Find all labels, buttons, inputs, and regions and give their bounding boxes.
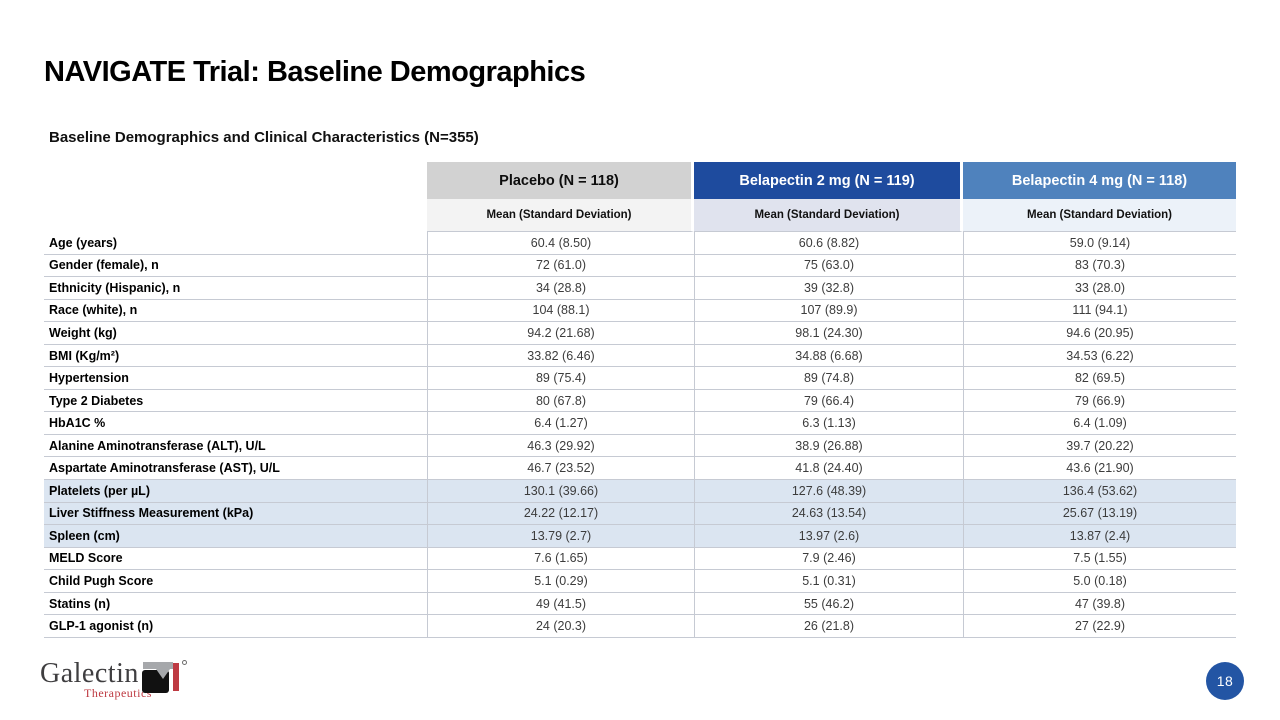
cell-value: 24 (20.3) (427, 615, 694, 638)
cell-value: 55 (46.2) (694, 592, 963, 616)
cell-value: 6.3 (1.13) (694, 412, 963, 435)
cell-value: 72 (61.0) (427, 254, 694, 278)
cell-value: 27 (22.9) (963, 615, 1236, 638)
row-label: Gender (female), n (44, 255, 427, 278)
row-label: Statins (n) (44, 593, 427, 616)
cell-value: 59.0 (9.14) (963, 232, 1236, 255)
page-title: NAVIGATE Trial: Baseline Demographics (44, 56, 586, 88)
row-label: Hypertension (44, 367, 427, 390)
cell-value: 7.5 (1.55) (963, 547, 1236, 571)
cell-value: 5.0 (0.18) (963, 570, 1236, 593)
cell-value: 5.1 (0.31) (694, 570, 963, 593)
cell-value: 13.97 (2.6) (694, 525, 963, 548)
cell-value: 13.87 (2.4) (963, 525, 1236, 548)
cell-value: 41.8 (24.40) (694, 457, 963, 481)
logo-subtext: Therapeutics (84, 686, 152, 700)
cell-value: 79 (66.9) (963, 389, 1236, 413)
cell-value: 43.6 (21.90) (963, 457, 1236, 481)
cell-value: 25.67 (13.19) (963, 502, 1236, 526)
cell-value: 34.53 (6.22) (963, 344, 1236, 368)
cell-value: 89 (75.4) (427, 367, 694, 390)
cell-value: 47 (39.8) (963, 592, 1236, 616)
logo-wordmark: Galectin (40, 658, 139, 689)
row-label: Spleen (cm) (44, 525, 427, 548)
header-spacer (44, 162, 427, 199)
column-header-placebo: Placebo (N = 118) (427, 162, 694, 199)
row-label: Ethnicity (Hispanic), n (44, 277, 427, 300)
cell-value: 89 (74.8) (694, 367, 963, 390)
cell-value: 6.4 (1.09) (963, 412, 1236, 435)
cell-value: 49 (41.5) (427, 592, 694, 616)
cell-value: 46.7 (23.52) (427, 457, 694, 481)
page-number: 18 (1216, 673, 1234, 689)
column-header-belapectin-4mg: Belapectin 4 mg (N = 118) (963, 162, 1236, 199)
cell-value: 94.2 (21.68) (427, 322, 694, 345)
cell-value: 80 (67.8) (427, 389, 694, 413)
row-label: MELD Score (44, 548, 427, 571)
cell-value: 13.79 (2.7) (427, 525, 694, 548)
gt-arrowhead (156, 669, 170, 679)
cell-value: 6.4 (1.27) (427, 412, 694, 435)
cell-value: 136.4 (53.62) (963, 480, 1236, 503)
table-caption: Baseline Demographics and Clinical Chara… (49, 129, 479, 146)
page-number-badge: 18 (1206, 662, 1244, 700)
cell-value: 75 (63.0) (694, 254, 963, 278)
cell-value: 60.4 (8.50) (427, 232, 694, 255)
cell-value: 98.1 (24.30) (694, 322, 963, 345)
cell-value: 111 (94.1) (963, 299, 1236, 323)
cell-value: 60.6 (8.82) (694, 232, 963, 255)
cell-value: 38.9 (26.88) (694, 434, 963, 458)
cell-value: 5.1 (0.29) (427, 570, 694, 593)
cell-value: 24.22 (12.17) (427, 502, 694, 526)
demographics-table: Placebo (N = 118) Belapectin 2 mg (N = 1… (44, 162, 1236, 638)
subheader-spacer (44, 199, 427, 232)
cell-value: 46.3 (29.92) (427, 434, 694, 458)
cell-value: 79 (66.4) (694, 389, 963, 413)
cell-value: 130.1 (39.66) (427, 480, 694, 503)
cell-value: 33.82 (6.46) (427, 344, 694, 368)
gt-monogram-icon (142, 660, 188, 696)
cell-value: 7.6 (1.65) (427, 547, 694, 571)
cell-value: 83 (70.3) (963, 254, 1236, 278)
cell-value: 104 (88.1) (427, 299, 694, 323)
cell-value: 7.9 (2.46) (694, 547, 963, 571)
cell-value: 107 (89.9) (694, 299, 963, 323)
subheader-belapectin-2mg: Mean (Standard Deviation) (694, 199, 963, 232)
cell-value: 33 (28.0) (963, 277, 1236, 300)
subheader-belapectin-4mg: Mean (Standard Deviation) (963, 199, 1236, 232)
gt-red-bar (173, 663, 179, 691)
registered-mark-icon (182, 660, 187, 665)
row-label: Weight (kg) (44, 322, 427, 345)
galectin-logo: Galectin Therapeutics (38, 656, 198, 704)
row-label: Platelets (per µL) (44, 480, 427, 503)
row-label: BMI (Kg/m²) (44, 345, 427, 368)
cell-value: 34 (28.8) (427, 277, 694, 300)
column-header-belapectin-2mg: Belapectin 2 mg (N = 119) (694, 162, 963, 199)
row-label: Age (years) (44, 232, 427, 255)
row-label: Race (white), n (44, 300, 427, 323)
cell-value: 127.6 (48.39) (694, 480, 963, 503)
gt-arrow-bar (143, 662, 173, 669)
cell-value: 94.6 (20.95) (963, 322, 1236, 345)
row-label: Alanine Aminotransferase (ALT), U/L (44, 435, 427, 458)
subheader-placebo: Mean (Standard Deviation) (427, 199, 694, 232)
row-label: GLP-1 agonist (n) (44, 615, 427, 638)
row-label: Child Pugh Score (44, 570, 427, 593)
row-label: Liver Stiffness Measurement (kPa) (44, 502, 427, 526)
cell-value: 26 (21.8) (694, 615, 963, 638)
cell-value: 39.7 (20.22) (963, 434, 1236, 458)
row-label: Aspartate Aminotransferase (AST), U/L (44, 457, 427, 481)
row-label: Type 2 Diabetes (44, 390, 427, 413)
row-label: HbA1C % (44, 412, 427, 435)
cell-value: 24.63 (13.54) (694, 502, 963, 526)
cell-value: 34.88 (6.68) (694, 344, 963, 368)
cell-value: 82 (69.5) (963, 367, 1236, 390)
cell-value: 39 (32.8) (694, 277, 963, 300)
